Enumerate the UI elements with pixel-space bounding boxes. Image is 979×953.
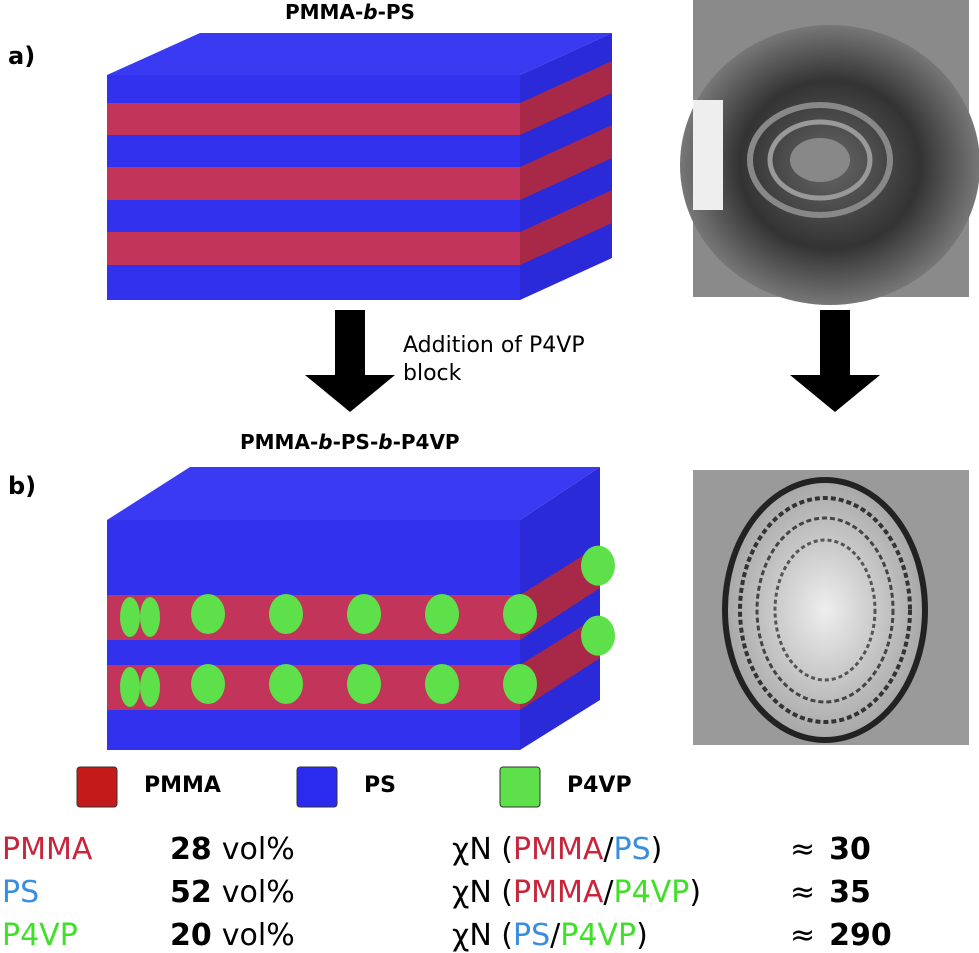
chi-n-pair: χN (PS/P4VP)	[452, 918, 648, 953]
text-part: 28	[170, 832, 212, 867]
text-part: PMMA-	[240, 430, 319, 454]
arrow	[305, 310, 395, 412]
text-part: vol%	[221, 918, 295, 953]
text-part: 52	[170, 875, 212, 910]
cylinder	[191, 594, 225, 634]
text-part: ≈	[790, 832, 816, 867]
chi-n-value: ≈290	[790, 918, 892, 953]
polymer-name: P4VP	[2, 918, 78, 953]
panel-title: PMMA-b-PS-b-P4VP	[240, 430, 460, 454]
cylinder	[269, 664, 303, 704]
text-part: χN (	[452, 832, 514, 867]
chi-n-pair: χN (PMMA/PS)	[452, 832, 662, 867]
panel-label: a)	[8, 42, 36, 70]
legend-swatch	[76, 766, 118, 808]
text-part: 20	[170, 918, 212, 953]
text-part: 30	[829, 832, 871, 867]
cylinder	[581, 545, 615, 586]
polymer-name: PMMA	[2, 832, 93, 867]
volume-fraction: 20 vol%	[170, 918, 295, 953]
lamellae-a	[107, 33, 612, 300]
cylinder	[347, 664, 381, 704]
cylinder	[140, 597, 160, 637]
text-part: PMMA	[513, 832, 604, 867]
text-part: /	[603, 875, 614, 910]
text-part: vol%	[221, 875, 295, 910]
text-part: /	[550, 918, 561, 953]
text-part: )	[689, 875, 702, 910]
text-part: χN (	[452, 918, 514, 953]
text-part: PS	[613, 832, 651, 867]
polymer-name: PS	[2, 875, 40, 910]
text-part: )	[650, 832, 663, 867]
text-part: P4VP	[613, 875, 690, 910]
text-part: -PS-	[332, 430, 379, 454]
cylinder	[503, 594, 537, 634]
text-part: /	[603, 832, 614, 867]
chi-n-value: ≈30	[790, 832, 871, 867]
cylinder	[347, 594, 381, 634]
text-part: 35	[829, 875, 871, 910]
cylinder	[425, 594, 459, 634]
chi-n-value: ≈35	[790, 875, 871, 910]
cylinder	[503, 664, 537, 704]
volume-fraction: 52 vol%	[170, 875, 295, 910]
annotation: block	[403, 361, 462, 386]
arrow	[790, 310, 880, 412]
annotation: Addition of P4VP	[403, 333, 585, 358]
text-part: )	[636, 918, 648, 953]
cylinder	[120, 667, 140, 707]
text-part: ≈	[790, 875, 816, 910]
text-part: b	[378, 430, 393, 454]
text-part: vol%	[221, 832, 295, 867]
text-part: b	[363, 0, 378, 24]
lamellae-b	[107, 467, 615, 750]
legend-label: P4VP	[567, 773, 632, 798]
text-part: 290	[829, 918, 892, 953]
cylinder	[425, 664, 459, 704]
text-part: PMMA	[513, 875, 604, 910]
legend-label: PMMA	[144, 773, 221, 798]
cylinder	[140, 667, 160, 707]
cylinder	[191, 664, 225, 704]
text-part: -PS	[377, 0, 415, 24]
text-part: PS	[513, 918, 551, 953]
text-part: -P4VP	[392, 430, 460, 454]
panel-title: PMMA-b-PS	[285, 0, 415, 24]
micrograph-a	[680, 0, 979, 305]
volume-fraction: 28 vol%	[170, 832, 295, 867]
cylinder	[269, 594, 303, 634]
legend-swatch	[499, 766, 541, 808]
micrograph-b	[693, 470, 969, 745]
cylinder	[581, 615, 615, 656]
panel-label: b)	[8, 472, 37, 500]
text-part: χN (	[452, 875, 514, 910]
legend-label: PS	[364, 773, 396, 798]
legend-swatch	[296, 766, 338, 808]
text-part: b	[318, 430, 333, 454]
text-part: ≈	[790, 918, 816, 953]
cylinder	[120, 597, 140, 637]
chi-n-pair: χN (PMMA/P4VP)	[452, 875, 701, 910]
text-part: P4VP	[560, 918, 637, 953]
text-part: PMMA-	[285, 0, 364, 24]
